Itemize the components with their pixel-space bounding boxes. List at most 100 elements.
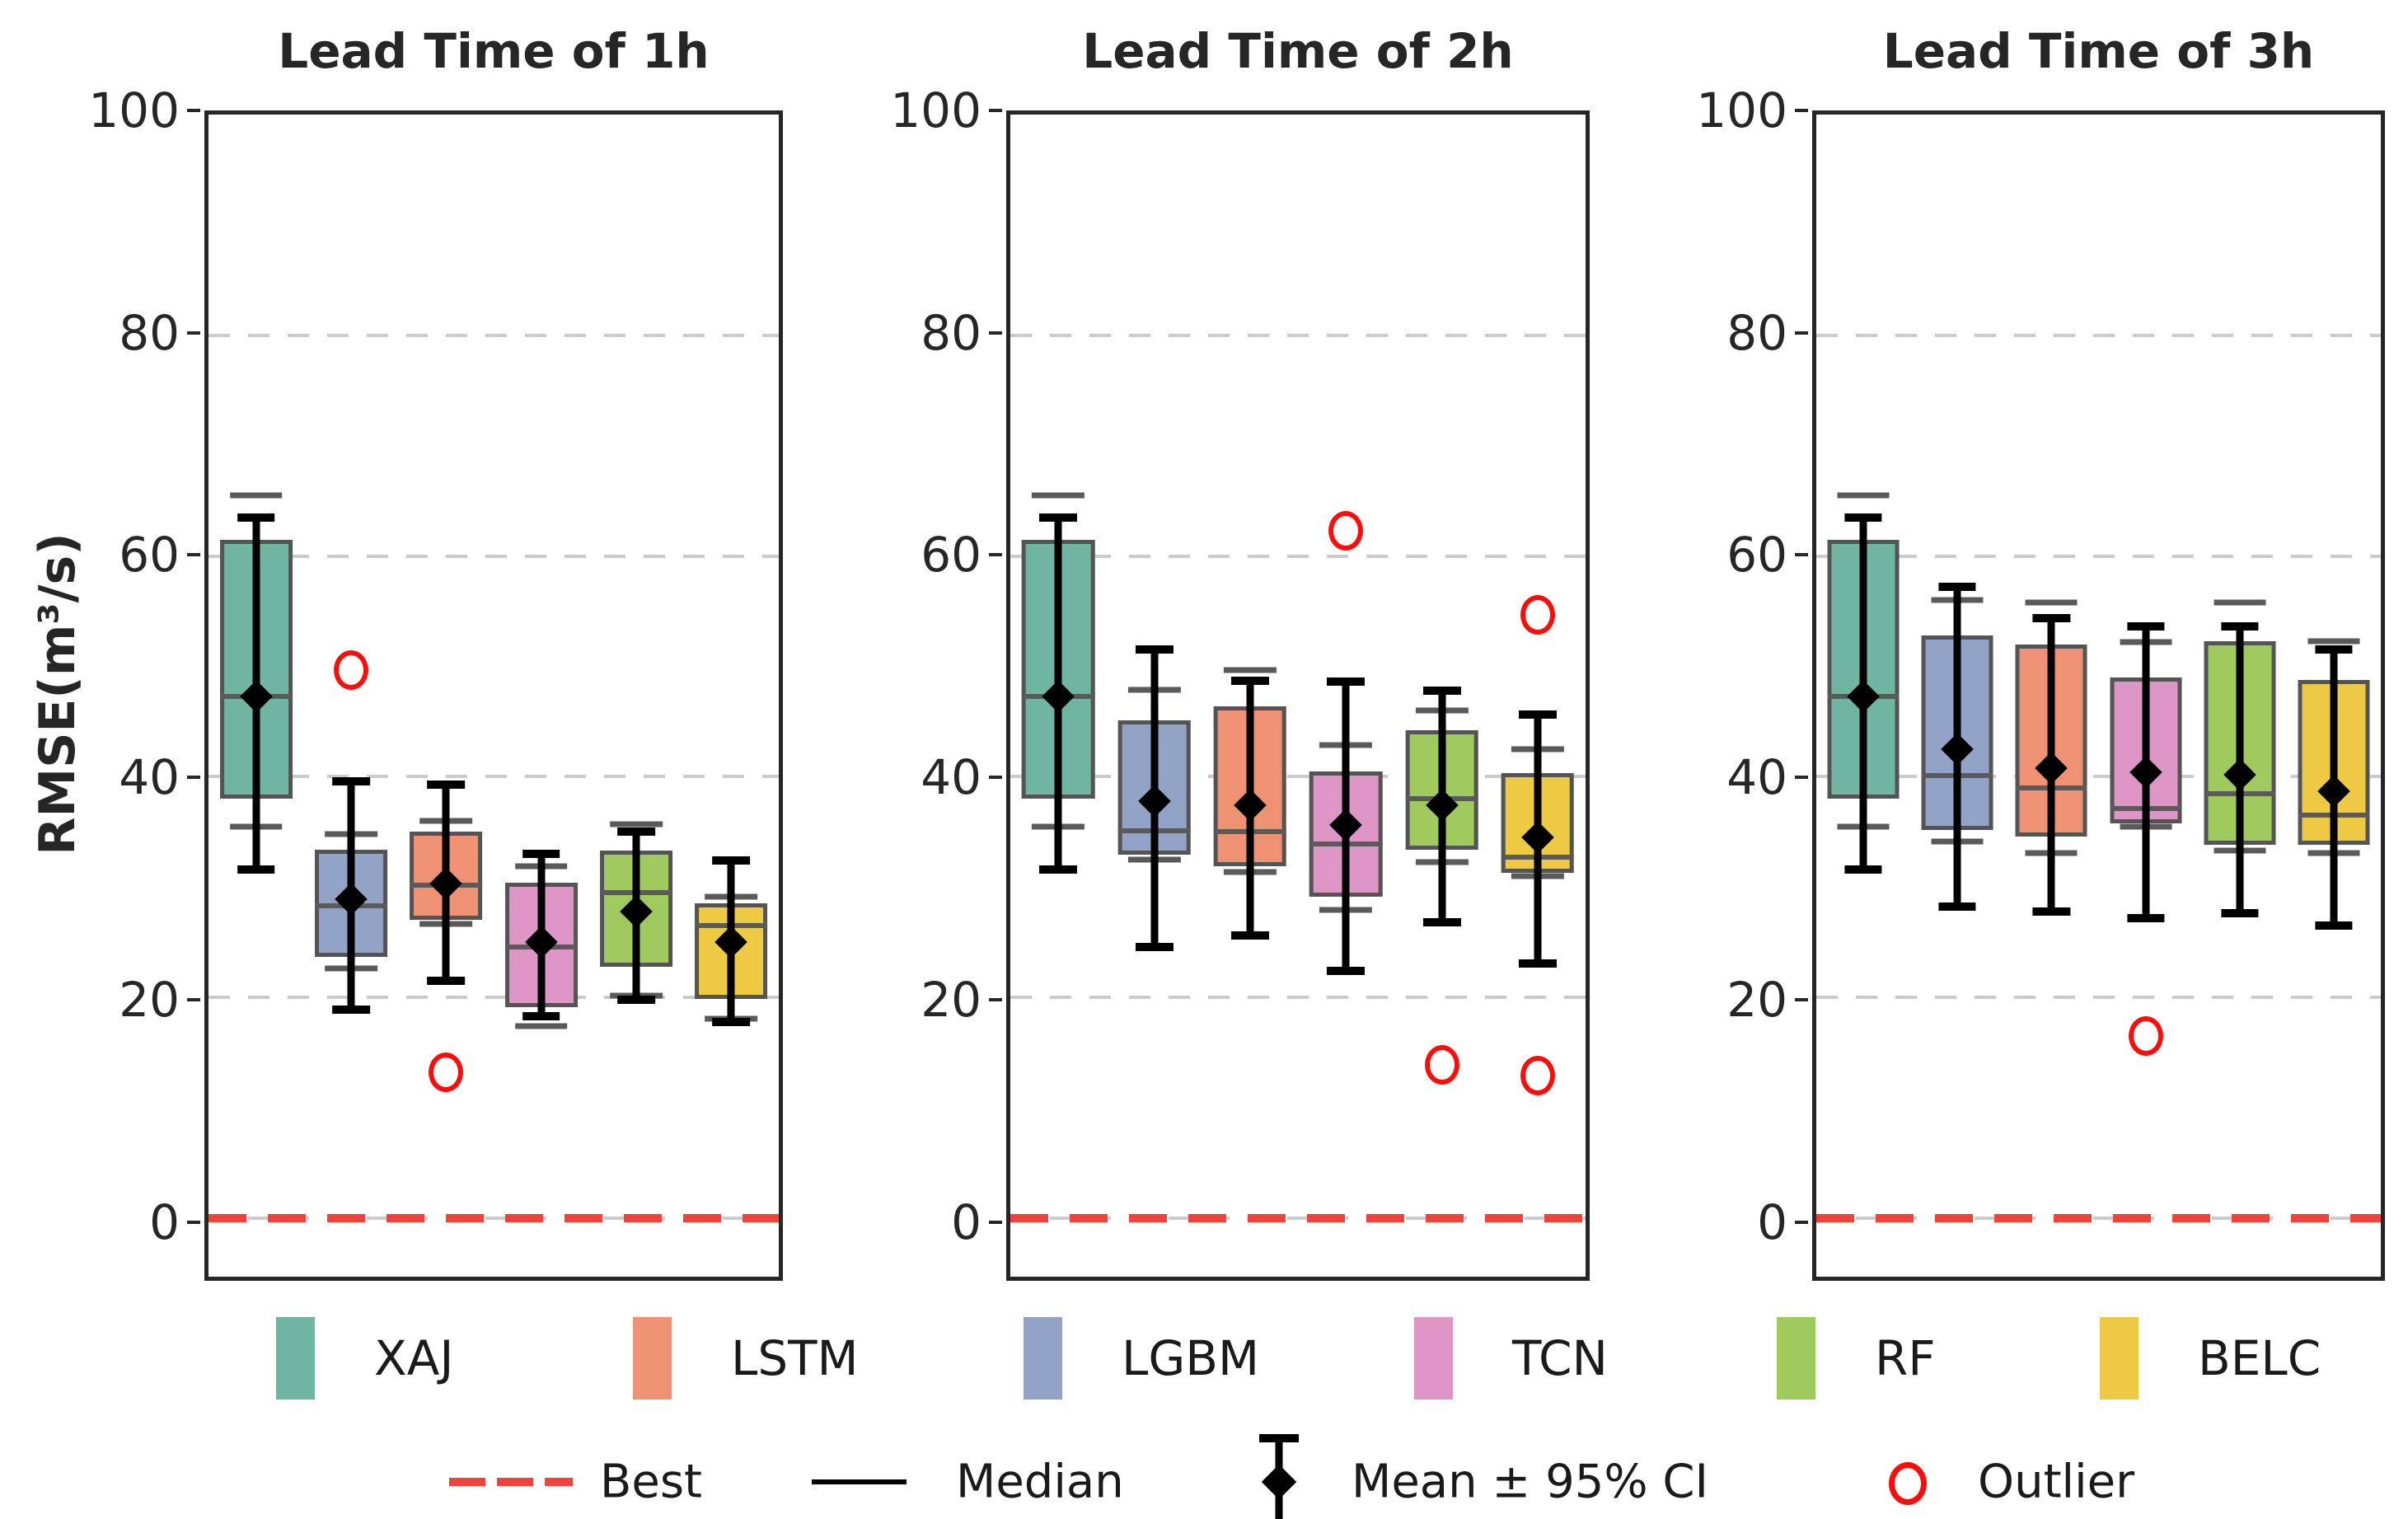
ci-cap-high-belc [1518, 710, 1557, 720]
errorbar-top-cap [1259, 1434, 1299, 1442]
best-reference-line [1010, 1214, 1586, 1223]
whisker-cap-high-xaj [1837, 492, 1890, 499]
y-tick-mark-40 [989, 776, 1002, 780]
y-tick-mark-80 [1795, 331, 1808, 335]
ci-cap-high-belc [712, 856, 751, 865]
panel-lead-time-3h: Lead Time of 3h 0 20 40 60 80 100 [1696, 23, 2385, 1281]
ci-cap-low-rf [2221, 909, 2259, 918]
ci-cap-high-lstm [427, 780, 466, 789]
y-tick-label-100: 100 [890, 82, 981, 138]
ci-cap-low-tcn [522, 1011, 560, 1020]
ci-cap-low-rf [1422, 918, 1461, 927]
outlier-circle-sample [1889, 1462, 1927, 1505]
legend-item-xaj: XAJ [276, 1317, 454, 1399]
ci-cap-low-xaj [237, 865, 275, 874]
gridline-80 [1010, 333, 1586, 337]
y-axis-label: RMSE(m³/s) [29, 532, 87, 856]
y-tick-label-80: 80 [921, 304, 981, 361]
outlier-belc-0 [1520, 594, 1555, 635]
y-tick-mark-0 [1795, 1220, 1808, 1224]
legend-label-median: Median [956, 1455, 1124, 1509]
y-tick-mark-60 [989, 553, 1002, 557]
gridline-80 [1816, 333, 2381, 337]
whisker-cap-high-xaj [229, 492, 283, 499]
ci-cap-high-rf [617, 827, 655, 837]
ci-cap-high-lgbm [1938, 583, 1976, 592]
y-tick-mark-80 [187, 331, 200, 335]
panel-title: Lead Time of 3h [1882, 23, 2315, 79]
y-tick-label-40: 40 [119, 749, 180, 806]
whisker-cap-high-lstm [2025, 599, 2078, 606]
y-tick-mark-20 [989, 997, 1002, 1001]
outlier-lstm-0 [429, 1053, 464, 1093]
ci-cap-low-belc [2315, 921, 2353, 931]
best-reference-line [208, 1214, 779, 1223]
y-tick-mark-100 [989, 109, 1002, 112]
gridline-40 [1010, 775, 1586, 779]
legend-item-rf: RF [1777, 1317, 1936, 1399]
ci-cap-high-lstm [1230, 676, 1269, 685]
whisker-cap-high-lstm [1223, 667, 1277, 673]
y-tick-label-20: 20 [921, 971, 981, 1028]
whisker-cap-high-xaj [1032, 492, 1085, 499]
lstm-color-swatch [633, 1317, 672, 1399]
outlier-lgbm-0 [334, 649, 368, 690]
y-tick-label-40: 40 [921, 749, 981, 806]
legend-label: RF [1875, 1330, 1936, 1386]
legend-label: TCN [1512, 1330, 1608, 1386]
legend-label: BELC [2198, 1330, 2321, 1386]
plot-area-1h [204, 110, 783, 1281]
xaj-color-swatch [276, 1317, 315, 1399]
legend-item-lstm: LSTM [633, 1317, 859, 1399]
plot-area-3h [1812, 110, 2385, 1281]
outlier-tcn-0 [2128, 1016, 2163, 1057]
panel-lead-time-1h: Lead Time of 1h 0 20 40 60 80 100 [88, 23, 783, 1281]
gridline-60 [208, 554, 779, 558]
whisker-cap-high-rf [2214, 599, 2266, 606]
whisker-cap-low-tcn [514, 1023, 568, 1029]
gridline-60 [1816, 554, 2381, 558]
y-tick-label-20: 20 [1726, 971, 1787, 1028]
y-tick-mark-40 [1795, 776, 1808, 780]
y-tick-label-0: 0 [951, 1193, 981, 1250]
gridline-40 [1816, 775, 2381, 779]
ci-cap-low-belc [712, 1017, 751, 1026]
outlier-belc-1 [1520, 1056, 1555, 1096]
ci-cap-high-rf [1422, 686, 1461, 695]
y-tick-mark-100 [1795, 109, 1808, 112]
legend-label-outlier: Outlier [1978, 1455, 2135, 1509]
ci-cap-high-lstm [2032, 613, 2071, 622]
y-tick-mark-60 [187, 553, 200, 557]
rf-color-swatch [1777, 1317, 1815, 1399]
y-tick-label-0: 0 [149, 1193, 180, 1250]
best-reference-line [1816, 1214, 2381, 1223]
ci-cap-low-lgbm [1938, 902, 1976, 912]
y-tick-label-80: 80 [1726, 304, 1787, 361]
outlier-tcn-0 [1328, 510, 1364, 551]
gridline-20 [1816, 996, 2381, 1000]
y-tick-mark-80 [989, 331, 1002, 335]
y-tick-mark-100 [187, 109, 200, 112]
legend-label-mean-ci: Mean ± 95% CI [1352, 1455, 1708, 1509]
lgbm-color-swatch [1024, 1317, 1062, 1399]
y-tick-label-40: 40 [1726, 749, 1787, 806]
y-tick-label-60: 60 [921, 527, 981, 584]
best-line-sample [449, 1478, 573, 1486]
gridline-20 [208, 996, 779, 1000]
mean-ci-marker-sample [1253, 1434, 1305, 1519]
ci-cap-low-xaj [1844, 865, 1882, 874]
ci-cap-high-xaj [1039, 513, 1078, 522]
y-tick-label-100: 100 [1696, 82, 1787, 138]
y-tick-label-80: 80 [119, 304, 180, 361]
ci-cap-high-xaj [237, 513, 275, 522]
legend-item-belc: BELC [2100, 1317, 2321, 1399]
gridline-80 [208, 333, 779, 337]
ci-cap-high-xaj [1844, 513, 1882, 522]
ci-cap-high-lgbm [1135, 645, 1174, 654]
ci-cap-low-lstm [427, 977, 466, 986]
gridline-60 [1010, 554, 1586, 558]
ci-cap-low-lgbm [1135, 942, 1174, 951]
outlier-rf-0 [1424, 1044, 1459, 1085]
ci-cap-high-tcn [522, 850, 560, 859]
ci-cap-high-belc [2315, 645, 2353, 654]
